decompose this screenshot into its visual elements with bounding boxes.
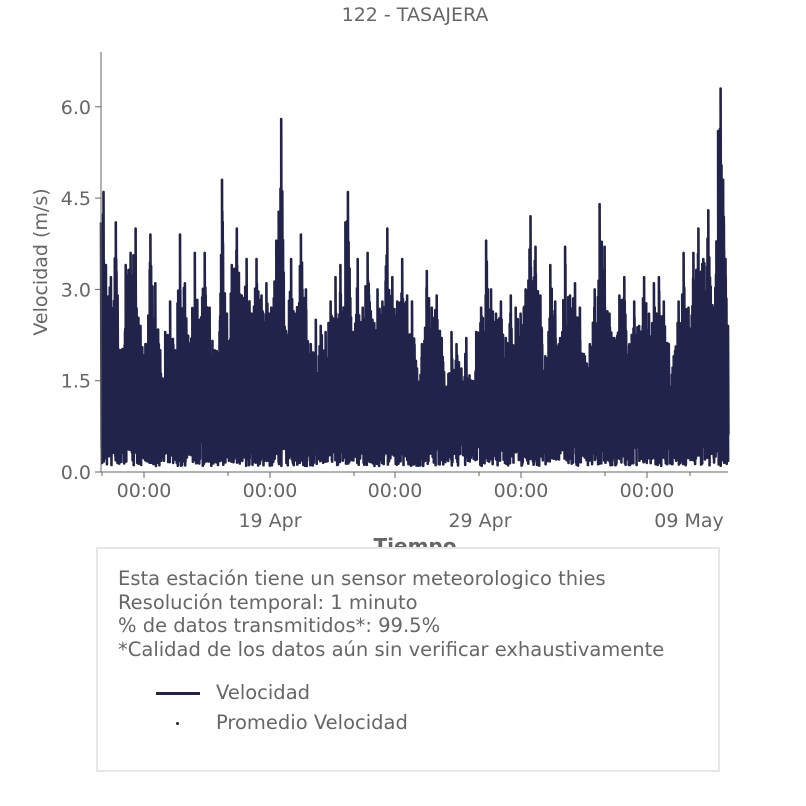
x-tick-label-time: 00:00: [117, 480, 172, 502]
chart-title: 122 - TASAJERA: [342, 4, 489, 26]
x-tick-label-time: 00:00: [494, 480, 549, 502]
station-info-box: Esta estación tiene un sensor meteorolog…: [96, 547, 720, 772]
y-axis-label: Velocidad (m/s): [30, 188, 52, 335]
info-line-quality: *Calidad de los datos aún sin verificar …: [118, 637, 665, 661]
x-tick-label-date: 09 May: [654, 510, 724, 532]
info-line-resolution: Resolución temporal: 1 minuto: [118, 590, 418, 614]
x-tick-label-time: 00:00: [243, 480, 298, 502]
info-line-transmitted: % de datos transmitidos*: 99.5%: [118, 614, 441, 637]
legend-line-swatch: [156, 692, 200, 695]
station-info-text: Esta estación tiene un sensor meteorolog…: [118, 567, 664, 661]
y-tick-label: 4.5: [61, 188, 91, 210]
y-tick-label: 6.0: [61, 97, 91, 119]
y-ticks: 0.0 1.5 3.0 4.5 6.0: [61, 97, 101, 484]
info-line-sensor: Esta estación tiene un sensor meteorolog…: [118, 567, 606, 590]
x-ticks: 00:00 00:00 00:00 00:00 00:00 19 Apr 29 Apr 09 …: [101, 472, 724, 532]
legend-label-promedio: Promedio Velocidad: [216, 711, 408, 734]
x-tick-label-time: 00:00: [620, 480, 675, 502]
legend-dot-swatch: [176, 722, 179, 725]
y-tick-label: 1.5: [61, 371, 91, 393]
velocidad-line: [99, 87, 730, 468]
x-tick-label-date: 19 Apr: [238, 510, 301, 532]
velocity-series: [99, 87, 730, 468]
y-tick-label: 3.0: [61, 279, 91, 301]
y-tick-label: 0.0: [61, 462, 91, 484]
x-tick-label-time: 00:00: [368, 480, 423, 502]
legend-label-velocidad: Velocidad: [216, 681, 311, 704]
x-tick-label-date: 29 Apr: [448, 510, 511, 532]
